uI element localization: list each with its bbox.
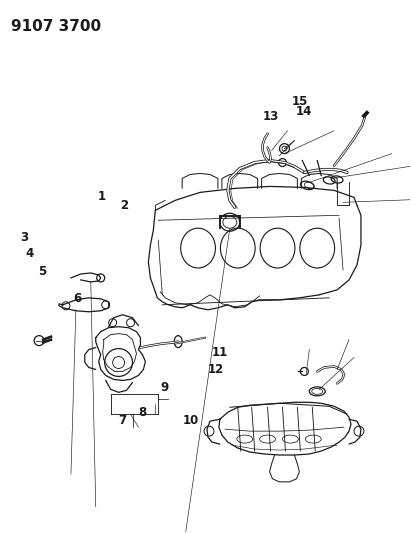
Text: 4: 4 [26, 247, 34, 260]
Text: 13: 13 [263, 110, 279, 124]
Text: 11: 11 [212, 346, 228, 359]
Text: 6: 6 [73, 292, 81, 305]
Text: 10: 10 [183, 414, 199, 427]
Text: 1: 1 [97, 190, 106, 203]
Text: 8: 8 [138, 406, 146, 419]
Text: 3: 3 [20, 231, 28, 244]
Text: 9107 3700: 9107 3700 [12, 19, 102, 34]
Text: 2: 2 [120, 199, 128, 212]
Text: 12: 12 [208, 364, 224, 376]
Text: 5: 5 [38, 265, 46, 278]
Text: 7: 7 [118, 414, 126, 427]
Text: 14: 14 [295, 105, 312, 118]
Text: 9: 9 [161, 381, 169, 394]
Text: 15: 15 [291, 94, 307, 108]
